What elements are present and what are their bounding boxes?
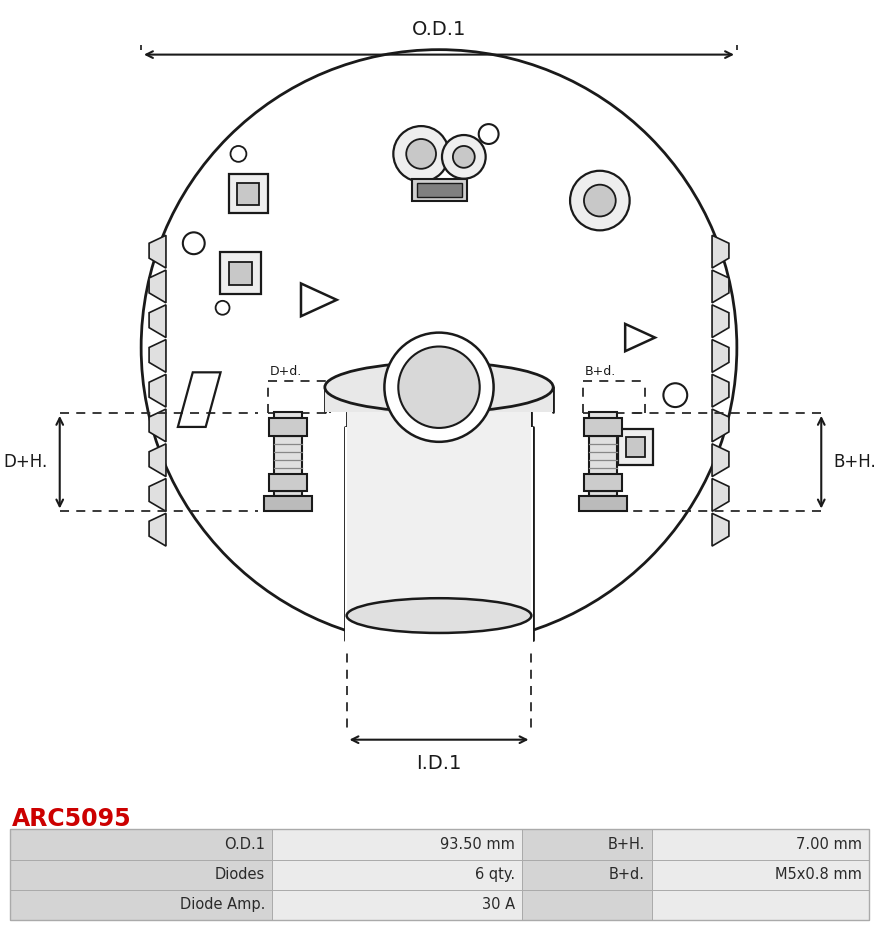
Polygon shape bbox=[711, 305, 728, 337]
Bar bbox=[271, 859, 522, 890]
Bar bbox=[617, 429, 652, 464]
Ellipse shape bbox=[346, 598, 530, 633]
Polygon shape bbox=[711, 513, 728, 546]
Polygon shape bbox=[711, 374, 728, 407]
Bar bbox=[344, 427, 533, 650]
Bar bbox=[220, 252, 261, 294]
Polygon shape bbox=[711, 478, 728, 511]
Text: B+d.: B+d. bbox=[584, 366, 615, 378]
Bar bbox=[10, 859, 271, 890]
Circle shape bbox=[215, 301, 229, 315]
Bar bbox=[625, 437, 644, 457]
Bar bbox=[583, 474, 621, 492]
Bar bbox=[588, 412, 616, 496]
Bar bbox=[269, 418, 306, 436]
Bar bbox=[271, 890, 522, 920]
Polygon shape bbox=[149, 513, 166, 546]
Circle shape bbox=[398, 347, 479, 428]
Bar bbox=[228, 174, 268, 213]
Bar bbox=[325, 387, 552, 412]
Circle shape bbox=[452, 146, 474, 168]
Bar bbox=[10, 890, 271, 920]
Circle shape bbox=[384, 333, 493, 442]
Text: 93.50 mm: 93.50 mm bbox=[440, 837, 515, 852]
Polygon shape bbox=[149, 270, 166, 303]
Text: ARC5095: ARC5095 bbox=[12, 807, 132, 831]
Text: 30 A: 30 A bbox=[481, 898, 515, 913]
Polygon shape bbox=[149, 478, 166, 511]
Bar bbox=[522, 859, 651, 890]
Bar bbox=[346, 412, 530, 616]
Circle shape bbox=[230, 146, 246, 162]
Bar bbox=[271, 829, 522, 859]
Text: I.D.1: I.D.1 bbox=[416, 754, 461, 773]
Bar bbox=[522, 829, 651, 859]
Bar bbox=[10, 829, 271, 859]
Polygon shape bbox=[149, 235, 166, 268]
Text: 7.00 mm: 7.00 mm bbox=[795, 837, 861, 852]
Text: B+H.: B+H. bbox=[832, 453, 875, 471]
Polygon shape bbox=[149, 339, 166, 372]
Polygon shape bbox=[149, 409, 166, 442]
Bar bbox=[417, 182, 461, 196]
Text: O.D.1: O.D.1 bbox=[224, 837, 264, 852]
Circle shape bbox=[570, 171, 629, 230]
Polygon shape bbox=[711, 444, 728, 477]
Polygon shape bbox=[711, 270, 728, 303]
Bar bbox=[264, 496, 312, 511]
Bar bbox=[651, 890, 868, 920]
Circle shape bbox=[663, 384, 687, 407]
Polygon shape bbox=[711, 339, 728, 372]
Circle shape bbox=[583, 184, 615, 216]
Bar bbox=[522, 890, 651, 920]
Circle shape bbox=[141, 50, 736, 646]
Circle shape bbox=[392, 126, 449, 181]
Text: M5x0.8 mm: M5x0.8 mm bbox=[774, 868, 861, 882]
Polygon shape bbox=[149, 444, 166, 477]
Bar bbox=[274, 412, 302, 496]
Polygon shape bbox=[711, 235, 728, 268]
Circle shape bbox=[479, 124, 498, 144]
Bar bbox=[237, 182, 259, 205]
Text: B+H.: B+H. bbox=[607, 837, 644, 852]
Bar bbox=[228, 261, 252, 285]
Bar bbox=[651, 829, 868, 859]
Polygon shape bbox=[149, 305, 166, 337]
Circle shape bbox=[183, 232, 205, 254]
Bar bbox=[651, 859, 868, 890]
Bar bbox=[10, 829, 868, 920]
Bar bbox=[579, 496, 626, 511]
Circle shape bbox=[442, 135, 486, 179]
Text: 6 qty.: 6 qty. bbox=[474, 868, 515, 882]
Text: D+d.: D+d. bbox=[270, 366, 302, 378]
Ellipse shape bbox=[325, 363, 552, 412]
Text: B+d.: B+d. bbox=[608, 868, 644, 882]
Polygon shape bbox=[711, 409, 728, 442]
Bar bbox=[583, 418, 621, 436]
Bar bbox=[269, 474, 306, 492]
Polygon shape bbox=[149, 374, 166, 407]
Text: Diodes: Diodes bbox=[214, 868, 264, 882]
Circle shape bbox=[406, 139, 435, 169]
Text: Diode Amp.: Diode Amp. bbox=[179, 898, 264, 913]
Text: O.D.1: O.D.1 bbox=[412, 20, 465, 39]
Text: D+H.: D+H. bbox=[4, 453, 47, 471]
Bar bbox=[412, 179, 466, 200]
